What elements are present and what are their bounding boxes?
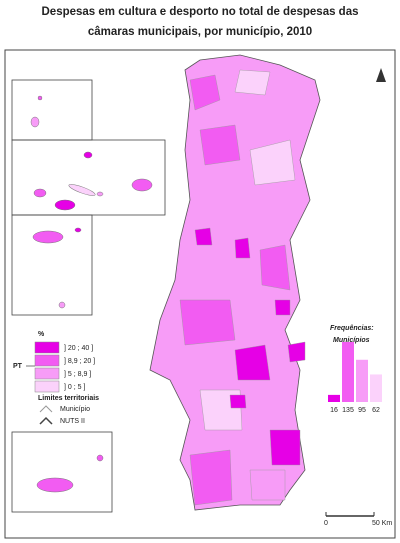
frequency-bar — [356, 359, 368, 402]
municipio-symbol — [39, 405, 53, 413]
boundary-item: Município — [60, 406, 90, 413]
legend-swatch — [34, 354, 60, 367]
nuts-symbol — [39, 416, 53, 425]
region-label: PT — [13, 363, 23, 370]
legend-swatch — [34, 341, 60, 354]
legend: % PT Limites territoriais Município NUTS… — [13, 331, 99, 425]
scale-end: 50 Km — [372, 520, 392, 527]
legend-swatch — [34, 380, 60, 393]
municipality-patches — [179, 69, 306, 506]
frequency-bar — [328, 394, 340, 402]
frequency-label: 16 — [330, 407, 338, 414]
frequency-label: 95 — [358, 407, 366, 414]
north-arrow — [376, 68, 386, 82]
scale-bar — [325, 512, 375, 517]
legend-unit: % — [38, 331, 45, 338]
frequency-bar — [370, 374, 382, 402]
frequencies-title: Frequências: — [330, 325, 374, 332]
islands — [30, 95, 153, 493]
frequency-label: 135 — [342, 407, 354, 414]
legend-label: ] 0 ; 5 ] — [64, 384, 85, 391]
boundary-item: NUTS II — [60, 418, 85, 425]
frequency-bar — [342, 342, 354, 402]
frequency-label: 62 — [372, 407, 380, 414]
legend-label: ] 8,9 ; 20 ] — [64, 358, 95, 365]
title-line: Despesas em cultura e desporto no total … — [42, 6, 359, 18]
scale-start: 0 — [324, 520, 328, 527]
inset-frames — [11, 79, 166, 513]
title-line: câmaras municipais, por município, 2010 — [88, 26, 312, 38]
legend-label: ] 5 ; 8,9 ] — [64, 371, 91, 378]
legend-swatch — [34, 367, 60, 380]
boundaries-title: Limites territoriais — [38, 395, 99, 402]
legend-label: ] 20 ; 40 ] — [64, 345, 93, 352]
frequencies-subtitle: Municípios — [333, 337, 370, 344]
